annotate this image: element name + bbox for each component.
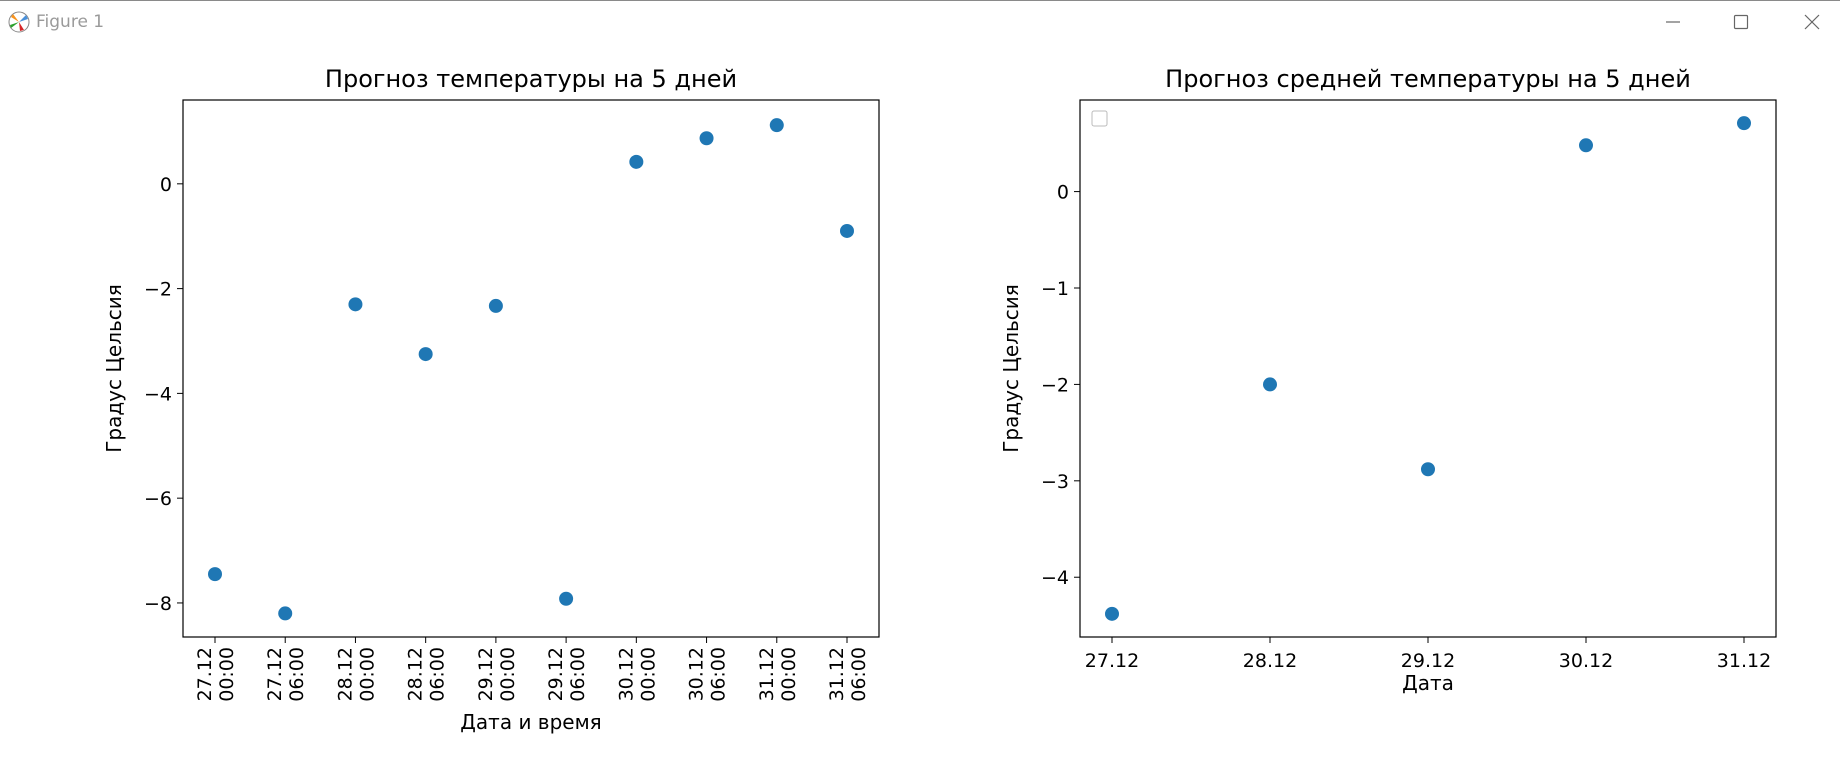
chart-1: Прогноз температуры на 5 дней 0 −2 −4 −6 −8 27… — [102, 65, 880, 734]
x-tick-label: 28.12 — [1243, 650, 1297, 672]
data-point — [348, 297, 363, 312]
y-tick-label: 0 — [160, 174, 172, 196]
data-point — [699, 131, 714, 146]
figure-canvas: Прогноз температуры на 5 дней 0 −2 −4 −6 −8 27… — [102, 65, 1777, 734]
data-point — [208, 567, 222, 582]
y-tick-label: −1 — [1041, 278, 1069, 300]
y-tick-label: −6 — [144, 488, 172, 510]
y-tick-label: −3 — [1041, 471, 1069, 493]
data-point — [840, 223, 854, 238]
x-tick-label: 29.1206:00 — [545, 647, 589, 702]
y-tick-label: −2 — [1041, 374, 1069, 396]
legend-box — [1091, 110, 1108, 127]
data-point — [1263, 377, 1277, 392]
data-point — [629, 154, 644, 169]
y-tick-label: −4 — [144, 383, 172, 405]
x-tick-label: 30.1206:00 — [686, 647, 730, 702]
close-icon — [1804, 14, 1820, 30]
x-tick-label: 28.1200:00 — [334, 647, 378, 702]
chart-title: Прогноз средней температуры на 5 дней — [1165, 65, 1691, 93]
data-point — [418, 347, 433, 362]
data-point — [1737, 116, 1751, 131]
data-point — [1579, 138, 1593, 153]
data-point — [278, 606, 293, 621]
x-tick-label: 29.12 — [1401, 650, 1455, 672]
close-button[interactable] — [1790, 6, 1834, 38]
chart-title: Прогноз температуры на 5 дней — [325, 65, 737, 93]
x-tick-label: 31.1206:00 — [826, 647, 870, 702]
y-axis-label: Градус Цельсия — [999, 284, 1023, 453]
data-point — [488, 298, 503, 313]
minimize-button[interactable] — [1651, 6, 1695, 38]
maximize-button[interactable] — [1719, 6, 1763, 38]
minimize-icon — [1666, 21, 1680, 23]
y-tick-label: 0 — [1057, 182, 1069, 204]
x-axis-label: Дата — [1402, 671, 1454, 695]
y-axis-label: Градус Цельсия — [102, 284, 126, 453]
y-tick-label: −8 — [144, 593, 172, 615]
chart-2: Прогноз средней температуры на 5 дней 0 −1… — [999, 65, 1777, 695]
x-tick-label: 27.12 — [1085, 650, 1139, 672]
x-tick-label: 31.1200:00 — [756, 647, 800, 702]
x-tick-label: 30.1200:00 — [615, 647, 659, 702]
window-top-border — [0, 0, 1840, 1]
window-title: Figure 1 — [36, 12, 105, 32]
x-axis-label: Дата и время — [460, 710, 601, 734]
data-point — [1421, 462, 1435, 477]
maximize-icon — [1733, 14, 1749, 30]
x-tick-label: 27.1206:00 — [264, 647, 308, 702]
data-point — [559, 591, 574, 606]
window-titlebar: Figure 1 — [0, 0, 1840, 44]
x-tick-label: 27.1200:00 — [194, 647, 238, 702]
x-tick-label: 31.12 — [1717, 650, 1771, 672]
x-tick-label: 30.12 — [1559, 650, 1613, 672]
data-point — [1105, 606, 1119, 621]
data-point — [769, 118, 784, 133]
y-tick-label: −2 — [144, 279, 172, 301]
matplotlib-app-icon — [8, 11, 30, 33]
x-tick-label: 29.1200:00 — [475, 647, 519, 702]
x-tick-label: 28.1206:00 — [405, 647, 449, 702]
plot-frame — [182, 99, 880, 638]
plot-frame — [1079, 99, 1777, 638]
y-tick-label: −4 — [1041, 567, 1069, 589]
